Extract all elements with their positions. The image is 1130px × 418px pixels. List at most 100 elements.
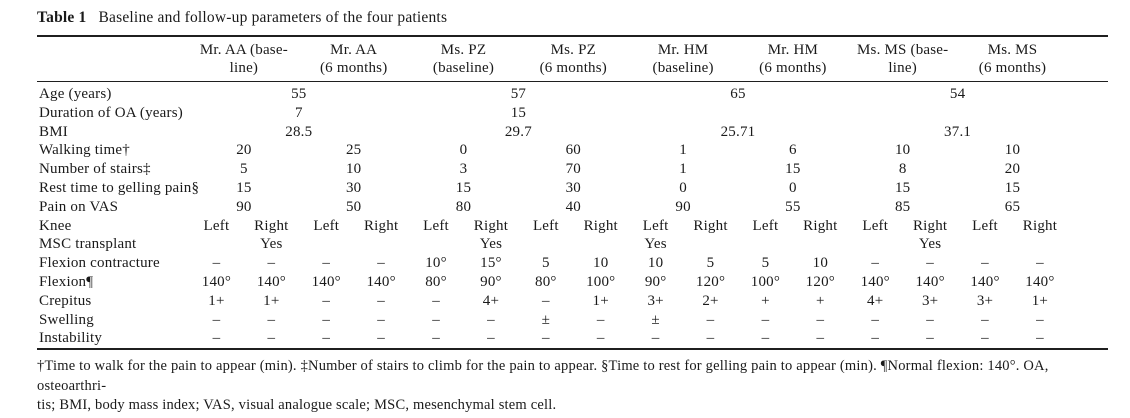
table-cell	[628, 104, 848, 123]
table-cell: Right	[583, 217, 618, 234]
table-cell: 120°	[695, 273, 726, 290]
table-cell: –	[871, 330, 880, 347]
table-cell: –	[761, 311, 770, 328]
table-cell: Right	[1022, 217, 1058, 234]
table-cell: 50	[345, 198, 362, 215]
table-cell: –	[487, 330, 495, 347]
table-cell	[848, 235, 903, 254]
table-cell: Yes	[644, 236, 667, 253]
table-cell: –	[706, 330, 715, 347]
table-cell	[518, 235, 573, 254]
row-spacer-cell	[1067, 179, 1108, 198]
table-cell	[354, 235, 409, 254]
table-cell: Left	[423, 217, 449, 234]
table-cell: –	[596, 330, 605, 347]
column-header-line: Ms. PZ	[550, 42, 596, 58]
row-label: Crepitus	[39, 292, 92, 309]
table-cell: –	[706, 311, 715, 328]
table-title-label: Table 1	[37, 9, 87, 26]
table-cell: 0	[789, 179, 797, 196]
table-cell: 10	[894, 142, 911, 159]
table-cell: Right	[693, 217, 728, 234]
column-header-line: (baseline)	[652, 59, 714, 76]
table-cell: –	[377, 330, 385, 347]
table-cell: 140°	[201, 273, 232, 290]
column-header-line: line)	[229, 59, 259, 76]
table-cell: 10	[812, 255, 829, 272]
table-cell: Right	[803, 217, 838, 234]
table-cell: 140°	[311, 273, 341, 290]
table-cell: 6	[789, 142, 797, 159]
table-cell: Left	[313, 217, 340, 234]
table-cell: 90	[236, 198, 252, 215]
table-row: Flexion contracture – – – – 10° 15° 5 10 10 5 5 10 – –…	[37, 254, 1108, 273]
table-cell: 0	[679, 179, 687, 196]
row-spacer-cell	[1067, 311, 1108, 330]
table-cell: 3+	[921, 292, 939, 309]
table-cell: 1	[679, 161, 687, 178]
table-cell: –	[322, 330, 331, 347]
row-spacer-cell	[1067, 292, 1108, 311]
row-label: Knee	[39, 217, 72, 234]
table-cell: –	[322, 255, 331, 272]
row-spacer-cell	[1067, 160, 1108, 179]
row-spacer-cell	[1067, 235, 1108, 254]
table-cell: 3+	[647, 292, 664, 309]
column-header-line: (6 months)	[539, 59, 607, 76]
table-row: Crepitus 1+ 1+ – – – 4+ – 1+ 3+ 2+ + +4+ 3+ 3+ 1+	[37, 292, 1108, 311]
row-label: Duration of OA (years)	[39, 104, 183, 121]
table-cell: –	[871, 255, 880, 272]
table-cell: 10°	[425, 255, 447, 272]
table-cell	[409, 235, 464, 254]
table-cell: 100°	[750, 273, 781, 290]
table-cell: 20	[1004, 161, 1021, 178]
column-header-ms-ms-baseline: Ms. MS (base- line)	[847, 36, 958, 82]
table-cell: 140°	[1025, 273, 1055, 290]
column-header-ms-ms-6months: Ms. MS (6 months)	[957, 36, 1068, 82]
column-header-line: line)	[888, 59, 917, 76]
table-cell: –	[432, 292, 440, 309]
table-cell: 55	[291, 86, 307, 102]
table-cell: 70	[565, 161, 581, 178]
table-cell: Yes	[260, 236, 283, 253]
row-label: Flexion contracture	[39, 255, 160, 272]
table-cell: 1+	[1031, 292, 1049, 309]
row-spacer-cell	[1067, 82, 1108, 104]
table-cell: Right	[473, 217, 509, 234]
parameters-table: Mr. AA (base- line) Mr. AA (6 months) Ms…	[37, 35, 1108, 351]
table-cell: 0	[459, 142, 468, 159]
table-cell: +	[761, 292, 770, 309]
table-row: Age (years) 55 57 65 54	[37, 82, 1108, 104]
table-row: Flexion¶ 140° 140° 140° 140° 80° 90° 80° 100° 90°…	[37, 273, 1108, 292]
column-header-line: Ms. MS (base-	[857, 42, 949, 58]
table-cell: 30	[565, 179, 581, 196]
column-header-ms-pz-baseline: Ms. PZ (baseline)	[408, 36, 519, 82]
table-cell: –	[322, 311, 331, 328]
column-header-line: Mr. AA (base-	[199, 42, 288, 58]
header-spacer-cell	[1067, 36, 1108, 82]
table-cell: –	[377, 255, 385, 272]
table-cell: 8	[898, 161, 907, 178]
table-cell: –	[981, 255, 989, 272]
table-cell: 54	[949, 86, 966, 102]
table-cell: Left	[642, 217, 669, 234]
table-body: Age (years) 55 57 65 54 Duration of OA (years…	[37, 82, 1108, 350]
table-cell: –	[267, 255, 276, 272]
table-cell: 28.5	[285, 123, 313, 140]
table-cell: 1	[679, 142, 687, 159]
table-cell: 15	[785, 161, 801, 178]
table-cell	[793, 235, 848, 254]
table-cell: –	[651, 330, 660, 347]
table-cell: –	[212, 330, 221, 347]
table-cell: 3+	[976, 292, 994, 309]
table-cell: 25	[345, 142, 362, 159]
table-cell: Yes	[918, 236, 942, 253]
table-cell: Right	[254, 217, 289, 234]
column-header-line: (6 months)	[319, 59, 388, 76]
table-cell: 29.7	[504, 123, 532, 140]
table-cell: 140°	[915, 273, 945, 290]
table-cell: 25.71	[720, 123, 756, 140]
table-cell: 140°	[970, 273, 1000, 290]
table-cell: 90°	[644, 273, 667, 290]
table-row: Instability – – – – – – – – – – – – – – – –	[37, 329, 1108, 349]
